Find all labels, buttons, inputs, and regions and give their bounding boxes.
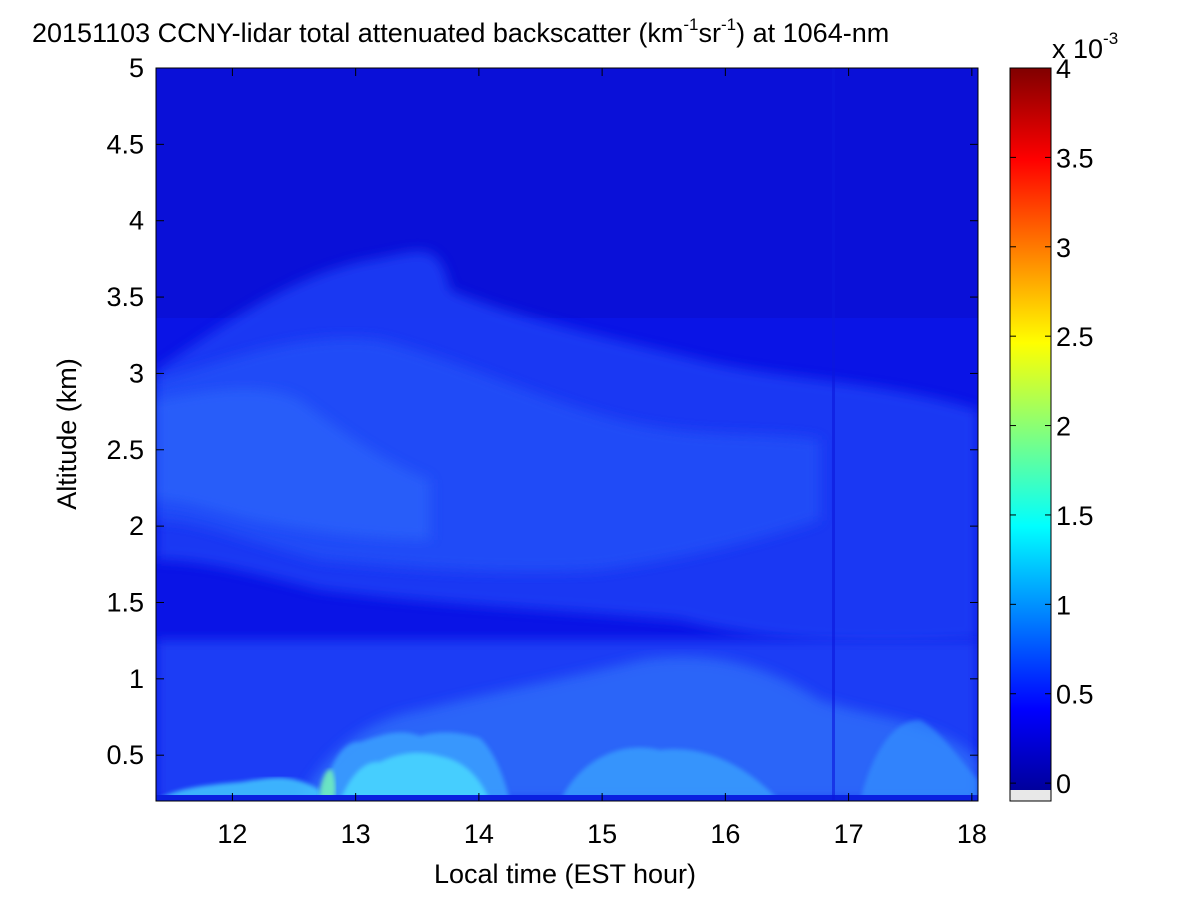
free-troposphere-region (156, 68, 978, 318)
colorbar-axis: 0 0.5 1 1.5 2 2.5 3 3.5 4 (1010, 54, 1094, 799)
x-tick-label: 18 (957, 819, 987, 849)
chart-title: 20151103 CCNY-lidar total attenuated bac… (32, 15, 889, 48)
y-tick-label: 1.5 (106, 587, 144, 617)
y-tick-label: 2 (129, 511, 144, 541)
plot-frame (155, 67, 979, 802)
backscatter-heatmap (156, 68, 978, 801)
colorbar (1010, 68, 1051, 801)
y-tick-label: 0.5 (106, 740, 144, 770)
colorbar-frame (1009, 67, 1052, 802)
colorbar-underflow (1010, 790, 1051, 801)
surface-plume-core (340, 752, 490, 801)
colorbar-tick-label: 3 (1056, 233, 1071, 263)
y-tick-label: 4.5 (106, 129, 144, 159)
instrument-gap-column (832, 68, 835, 801)
x-axis: 12 13 14 15 16 17 18 (217, 68, 987, 849)
y-tick-label: 3 (129, 358, 144, 388)
surface-plume-secondary (560, 747, 780, 801)
surface-plume-hotspot (318, 769, 336, 801)
surface-plume-right (860, 720, 978, 801)
y-axis-label: Altitude (km) (52, 358, 82, 510)
x-tick-label: 13 (341, 819, 371, 849)
x-axis-label: Local time (EST hour) (434, 859, 696, 889)
x-tick-label: 15 (587, 819, 617, 849)
elevated-aerosol-bright (156, 388, 430, 540)
y-tick-label: 2.5 (106, 435, 144, 465)
y-tick-label: 1 (129, 664, 144, 694)
colorbar-multiplier: x 10-3 (1052, 29, 1118, 64)
colorbar-tick-label: 0.5 (1056, 680, 1094, 710)
x-tick-label: 16 (710, 819, 740, 849)
x-tick-label: 14 (464, 819, 494, 849)
y-axis: 0.5 1 1.5 2 2.5 3 3.5 4 4.5 5 (106, 53, 978, 770)
y-tick-label: 5 (129, 53, 144, 83)
colorbar-tick-label: 2 (1056, 412, 1071, 442)
colorbar-tick-label: 2.5 (1056, 322, 1094, 352)
surface-bottom-band (156, 795, 978, 801)
colorbar-tick-label: 4 (1056, 54, 1071, 84)
colorbar-tick-label: 1.5 (1056, 501, 1094, 531)
y-tick-label: 4 (129, 206, 144, 236)
colorbar-tick-label: 0 (1056, 769, 1071, 799)
colorbar-tick-label: 3.5 (1056, 143, 1094, 173)
colorbar-tick-label: 1 (1056, 590, 1071, 620)
x-tick-label: 12 (217, 819, 247, 849)
y-tick-label: 3.5 (106, 282, 144, 312)
x-tick-label: 17 (834, 819, 864, 849)
